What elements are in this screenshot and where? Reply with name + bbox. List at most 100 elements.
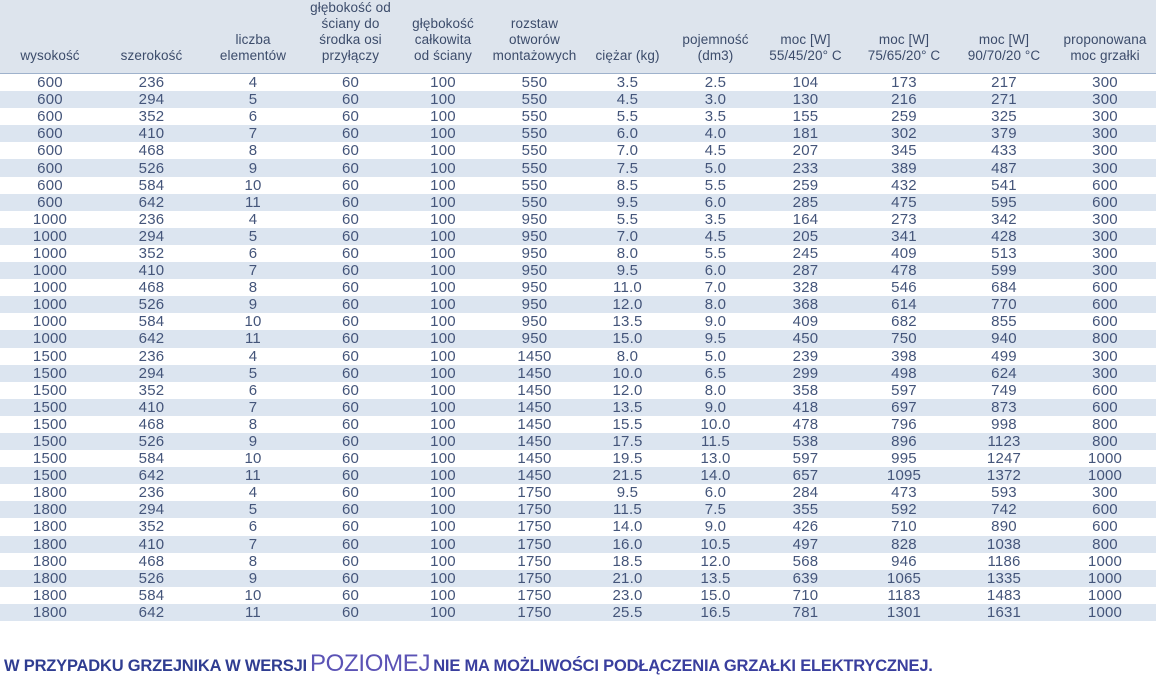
cell-moc-90: 428 <box>954 227 1054 245</box>
cell-glebokosc-calkowita: 100 <box>398 364 488 382</box>
column-header-line: moc [W] <box>780 32 831 47</box>
cell-wysokosc: 1800 <box>0 501 100 519</box>
column-header-wysokosc: wysokość <box>0 0 100 74</box>
cell-moc-90: 1372 <box>954 467 1054 485</box>
cell-moc-75: 498 <box>854 364 954 382</box>
cell-glebokosc-os: 60 <box>303 313 398 331</box>
cell-glebokosc-os: 60 <box>303 552 398 570</box>
cell-moc-55: 358 <box>757 381 854 399</box>
cell-grzalka: 300 <box>1054 244 1156 263</box>
cell-wysokosc: 1000 <box>0 262 100 280</box>
note-part-a: W PRZYPADKU GRZEJNIKA W WERSJI <box>4 657 307 675</box>
table-row: 1500 352 6 60 100 1450 12.0 8.0 358 597 749 600 <box>0 381 1156 399</box>
cell-glebokosc-os: 60 <box>303 535 398 553</box>
cell-glebokosc-os: 60 <box>303 91 398 109</box>
cell-wysokosc: 1800 <box>0 518 100 536</box>
table-row: 1500 410 7 60 100 1450 13.5 9.0 418 697 873 600 <box>0 398 1156 416</box>
cell-liczba: 10 <box>203 450 303 468</box>
cell-wysokosc: 1800 <box>0 569 100 587</box>
cell-glebokosc-calkowita: 100 <box>398 73 488 92</box>
cell-pojemnosc: 9.0 <box>674 518 757 536</box>
table-row: 1800 526 9 60 100 1750 21.0 13.5 639 1065 1335 1000 <box>0 569 1156 587</box>
cell-grzalka: 600 <box>1054 501 1156 519</box>
cell-moc-75: 1065 <box>854 569 954 587</box>
column-header-line: wysokość <box>20 48 80 63</box>
column-header-rozstaw: rozstaw otworów montażowych <box>488 0 581 74</box>
cell-grzalka: 300 <box>1054 347 1156 365</box>
cell-pojemnosc: 4.5 <box>674 227 757 245</box>
cell-rozstaw: 1750 <box>488 535 581 553</box>
cell-moc-75: 389 <box>854 159 954 177</box>
cell-grzalka: 300 <box>1054 108 1156 126</box>
table-row: 1800 236 4 60 100 1750 9.5 6.0 284 473 593 300 <box>0 484 1156 502</box>
cell-liczba: 7 <box>203 125 303 143</box>
cell-grzalka: 300 <box>1054 262 1156 280</box>
cell-grzalka: 1000 <box>1054 603 1156 621</box>
table-row: 1500 642 11 60 100 1450 21.5 14.0 657 1095 1372 100… <box>0 467 1156 485</box>
cell-pojemnosc: 9.0 <box>674 398 757 416</box>
cell-ciezar: 7.0 <box>581 142 674 160</box>
cell-glebokosc-calkowita: 100 <box>398 535 488 553</box>
cell-wysokosc: 600 <box>0 125 100 143</box>
cell-pojemnosc: 8.0 <box>674 296 757 314</box>
cell-grzalka: 1000 <box>1054 467 1156 485</box>
cell-glebokosc-os: 60 <box>303 569 398 587</box>
cell-wysokosc: 600 <box>0 91 100 109</box>
cell-moc-90: 1631 <box>954 603 1054 621</box>
cell-pojemnosc: 6.5 <box>674 364 757 382</box>
cell-glebokosc-calkowita: 100 <box>398 484 488 502</box>
cell-moc-55: 104 <box>757 73 854 92</box>
cell-wysokosc: 1000 <box>0 296 100 314</box>
table-row: 1800 352 6 60 100 1750 14.0 9.0 426 710 890 600 <box>0 518 1156 536</box>
cell-glebokosc-os: 60 <box>303 73 398 92</box>
cell-moc-55: 597 <box>757 450 854 468</box>
column-header-line: przyłączy <box>321 48 380 63</box>
cell-liczba: 9 <box>203 432 303 451</box>
cell-glebokosc-calkowita: 100 <box>398 142 488 160</box>
cell-liczba: 6 <box>203 244 303 263</box>
cell-szerokosc: 468 <box>100 142 203 160</box>
cell-moc-75: 896 <box>854 432 954 451</box>
cell-grzalka: 300 <box>1054 91 1156 109</box>
cell-moc-55: 478 <box>757 415 854 433</box>
cell-moc-75: 546 <box>854 279 954 297</box>
cell-moc-75: 710 <box>854 518 954 536</box>
cell-pojemnosc: 10.0 <box>674 415 757 433</box>
cell-pojemnosc: 3.0 <box>674 91 757 109</box>
cell-glebokosc-calkowita: 100 <box>398 91 488 109</box>
cell-moc-75: 478 <box>854 262 954 280</box>
cell-szerokosc: 410 <box>100 262 203 280</box>
table-row: 1000 468 8 60 100 950 11.0 7.0 328 546 684 600 <box>0 279 1156 297</box>
cell-liczba: 4 <box>203 484 303 502</box>
cell-glebokosc-calkowita: 100 <box>398 552 488 570</box>
cell-pojemnosc: 6.0 <box>674 484 757 502</box>
cell-pojemnosc: 16.5 <box>674 603 757 621</box>
cell-wysokosc: 1500 <box>0 347 100 365</box>
cell-glebokosc-os: 60 <box>303 176 398 194</box>
cell-liczba: 4 <box>203 73 303 92</box>
cell-rozstaw: 1450 <box>488 467 581 485</box>
cell-moc-75: 409 <box>854 244 954 263</box>
cell-moc-90: 940 <box>954 330 1054 348</box>
cell-grzalka: 600 <box>1054 313 1156 331</box>
column-header-line: liczba <box>235 32 271 47</box>
cell-liczba: 7 <box>203 262 303 280</box>
cell-glebokosc-calkowita: 100 <box>398 227 488 245</box>
column-header-line: ściany do <box>321 16 380 31</box>
cell-moc-75: 1301 <box>854 603 954 621</box>
column-header-line: otworów <box>509 32 560 47</box>
cell-liczba: 8 <box>203 552 303 570</box>
cell-ciezar: 13.5 <box>581 398 674 416</box>
cell-moc-75: 302 <box>854 125 954 143</box>
cell-glebokosc-calkowita: 100 <box>398 313 488 331</box>
table-row: 600 468 8 60 100 550 7.0 4.5 207 345 433 300 <box>0 142 1156 160</box>
cell-wysokosc: 1500 <box>0 432 100 451</box>
cell-moc-75: 750 <box>854 330 954 348</box>
cell-moc-90: 1335 <box>954 569 1054 587</box>
cell-liczba: 4 <box>203 210 303 228</box>
cell-liczba: 8 <box>203 415 303 433</box>
cell-rozstaw: 1450 <box>488 347 581 365</box>
cell-glebokosc-os: 60 <box>303 603 398 621</box>
table-row: 600 410 7 60 100 550 6.0 4.0 181 302 379 300 <box>0 125 1156 143</box>
cell-szerokosc: 526 <box>100 296 203 314</box>
